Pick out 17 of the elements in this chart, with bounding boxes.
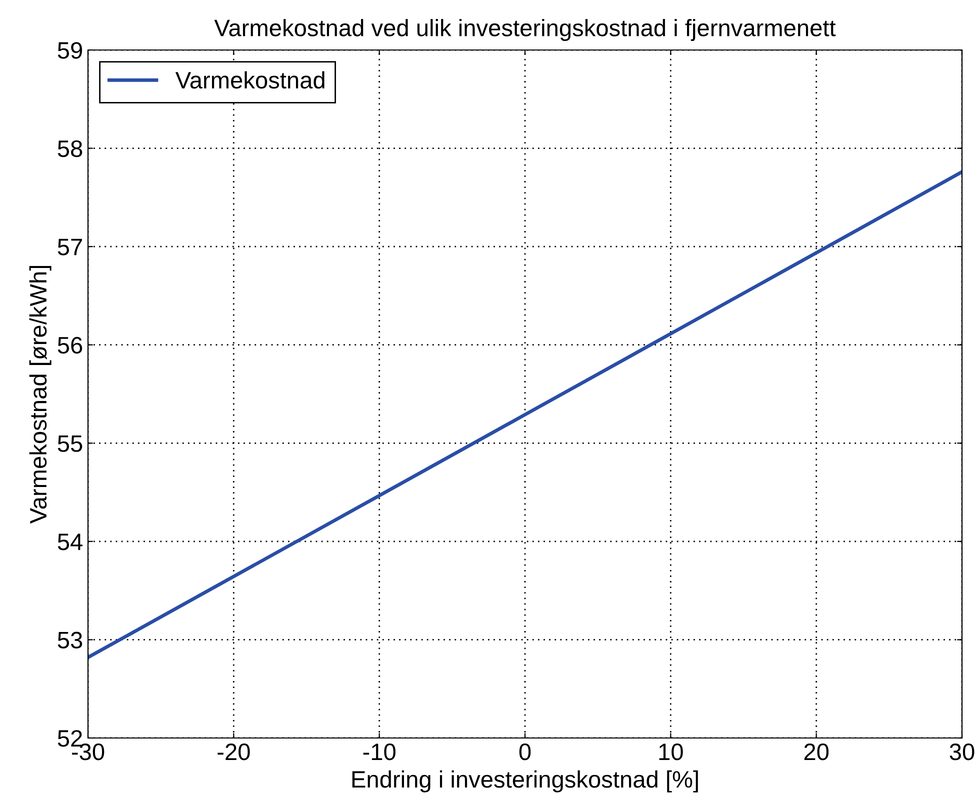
y-tick-label: 57 (58, 238, 82, 256)
y-axis-title: Varmekostnad [øre/kWh] (29, 266, 52, 524)
legend-label: Varmekostnad (175, 71, 324, 89)
y-tick-label: 58 (58, 140, 82, 158)
chart-title: Varmekostnad ved ulik investeringskostnad i fjernvarmenett (214, 19, 836, 42)
x-axis-title: Endring i investeringskostnad [%] (352, 770, 698, 792)
x-tick-label: -10 (363, 743, 396, 760)
x-tick-label: 30 (950, 743, 974, 760)
y-tick-label: 59 (58, 42, 82, 59)
x-tick-label: 20 (804, 743, 829, 760)
y-tick-label: 55 (58, 435, 82, 452)
x-tick-label: 10 (659, 743, 683, 760)
y-tick-label: 56 (58, 336, 82, 354)
y-tick-label: 54 (58, 534, 82, 550)
x-tick-label: 0 (519, 743, 531, 760)
y-tick-label: 53 (58, 632, 82, 648)
x-tick-label: -20 (218, 743, 250, 760)
